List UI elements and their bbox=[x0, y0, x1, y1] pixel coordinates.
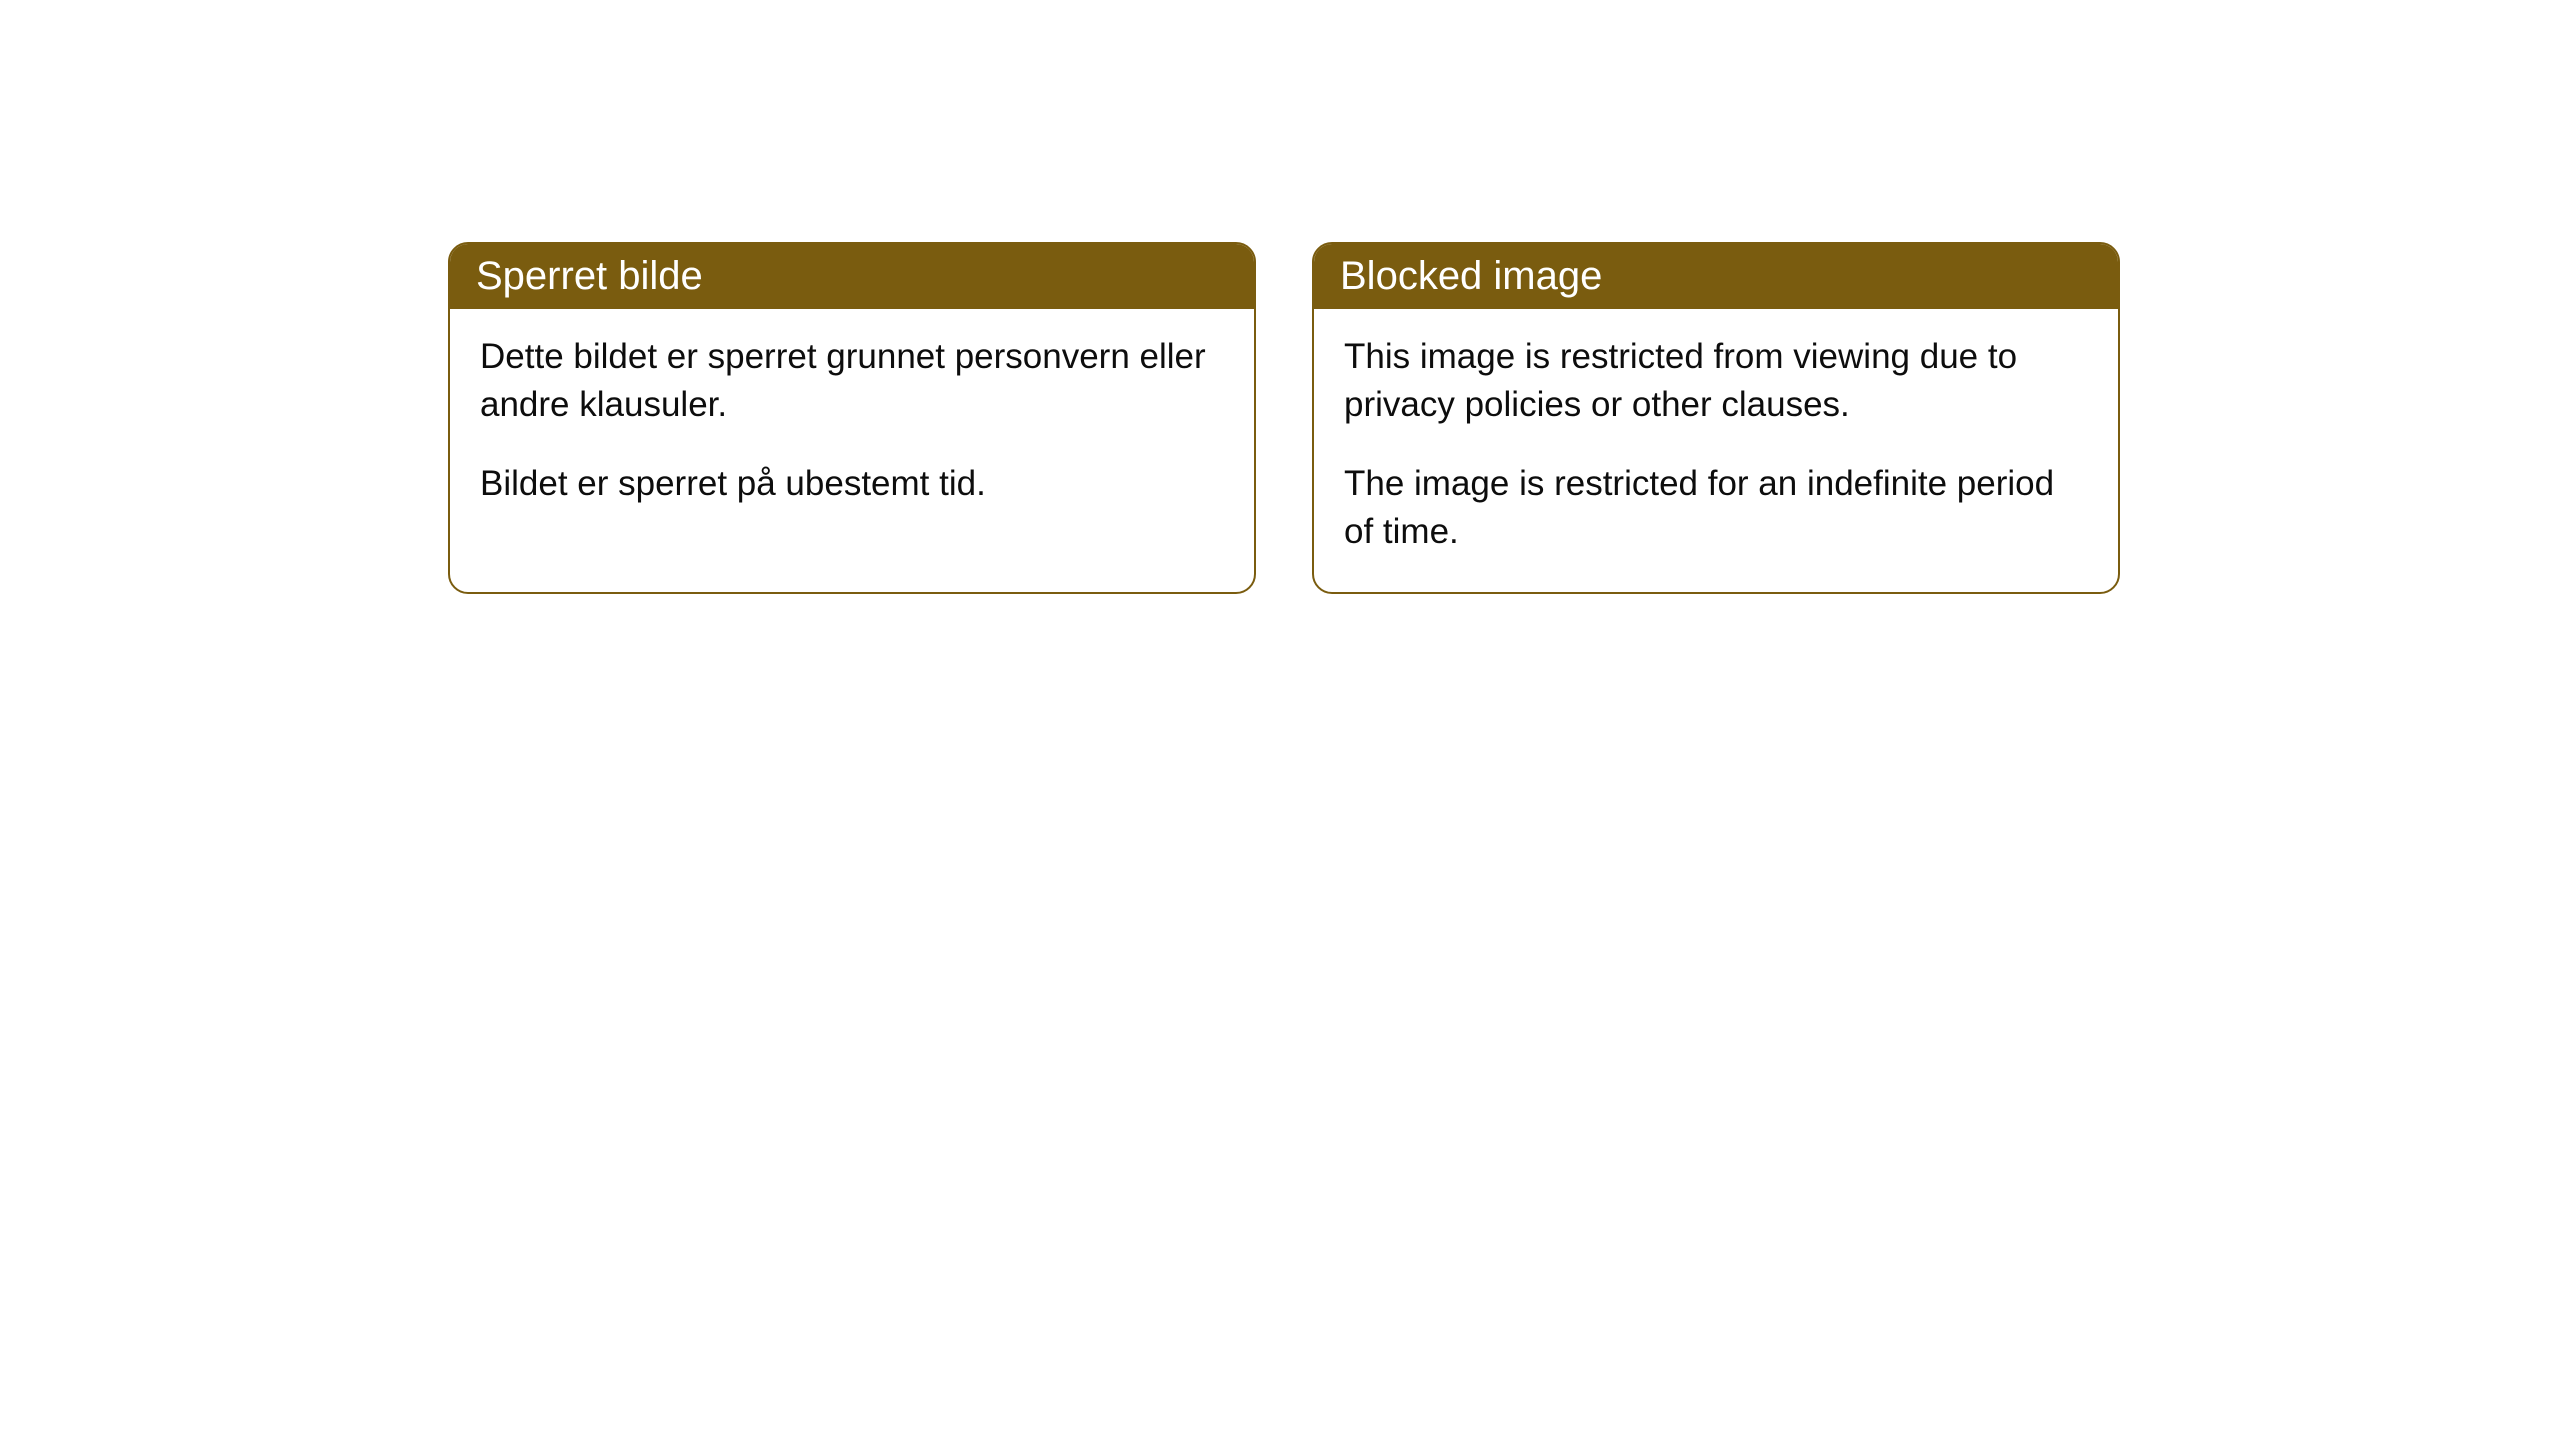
notice-paragraph-2: The image is restricted for an indefinit… bbox=[1344, 460, 2088, 557]
notice-body: Dette bildet er sperret grunnet personve… bbox=[450, 309, 1254, 544]
notice-card-english: Blocked image This image is restricted f… bbox=[1312, 242, 2120, 594]
notice-card-norwegian: Sperret bilde Dette bildet er sperret gr… bbox=[448, 242, 1256, 594]
notice-body: This image is restricted from viewing du… bbox=[1314, 309, 2118, 592]
notice-header: Sperret bilde bbox=[450, 244, 1254, 309]
notice-container: Sperret bilde Dette bildet er sperret gr… bbox=[0, 0, 2560, 594]
notice-header: Blocked image bbox=[1314, 244, 2118, 309]
notice-paragraph-2: Bildet er sperret på ubestemt tid. bbox=[480, 460, 1224, 508]
notice-paragraph-1: This image is restricted from viewing du… bbox=[1344, 333, 2088, 430]
notice-paragraph-1: Dette bildet er sperret grunnet personve… bbox=[480, 333, 1224, 430]
